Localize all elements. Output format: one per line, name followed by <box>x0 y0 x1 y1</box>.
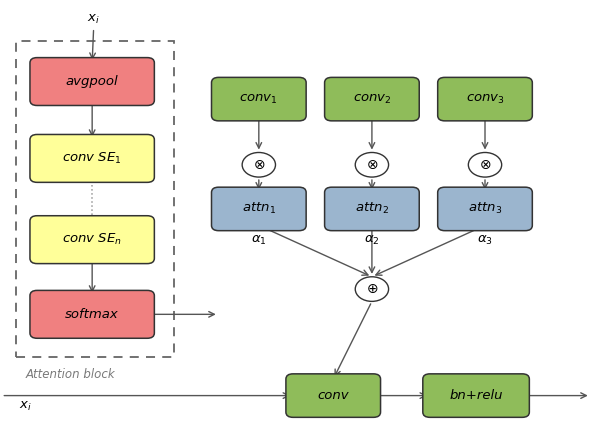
Text: conv$_2$: conv$_2$ <box>353 92 391 106</box>
Text: conv$_3$: conv$_3$ <box>466 92 505 106</box>
Text: conv$_1$: conv$_1$ <box>239 92 278 106</box>
Text: $\otimes$: $\otimes$ <box>252 158 265 172</box>
FancyBboxPatch shape <box>30 216 154 263</box>
Text: conv: conv <box>318 389 349 402</box>
Text: $x_i$: $x_i$ <box>19 400 32 413</box>
FancyBboxPatch shape <box>30 57 154 106</box>
Text: $\otimes$: $\otimes$ <box>366 158 378 172</box>
Circle shape <box>468 152 502 177</box>
Text: $\alpha_2$: $\alpha_2$ <box>364 234 380 247</box>
Text: attn$_1$: attn$_1$ <box>242 202 276 217</box>
FancyBboxPatch shape <box>325 187 419 231</box>
Text: conv SE$_n$: conv SE$_n$ <box>62 232 122 247</box>
FancyBboxPatch shape <box>325 77 419 121</box>
Circle shape <box>355 277 389 301</box>
FancyBboxPatch shape <box>212 187 306 231</box>
Text: avgpool: avgpool <box>66 75 118 88</box>
Text: bn+relu: bn+relu <box>449 389 503 402</box>
FancyBboxPatch shape <box>30 134 154 183</box>
FancyBboxPatch shape <box>423 374 529 417</box>
FancyBboxPatch shape <box>286 374 380 417</box>
FancyBboxPatch shape <box>438 77 532 121</box>
Text: $\otimes$: $\otimes$ <box>479 158 491 172</box>
FancyBboxPatch shape <box>438 187 532 231</box>
Circle shape <box>242 152 276 177</box>
Text: softmax: softmax <box>65 308 119 321</box>
Text: $\oplus$: $\oplus$ <box>366 282 378 296</box>
Text: $\alpha_3$: $\alpha_3$ <box>477 234 493 247</box>
Text: attn$_3$: attn$_3$ <box>468 202 502 217</box>
Text: $\alpha_1$: $\alpha_1$ <box>251 234 267 247</box>
FancyBboxPatch shape <box>212 77 306 121</box>
Circle shape <box>355 152 389 177</box>
Text: Attention block: Attention block <box>25 368 115 381</box>
Text: $x_i$: $x_i$ <box>87 12 100 26</box>
FancyBboxPatch shape <box>30 290 154 338</box>
Text: attn$_2$: attn$_2$ <box>355 202 389 217</box>
Text: conv SE$_1$: conv SE$_1$ <box>62 151 122 166</box>
